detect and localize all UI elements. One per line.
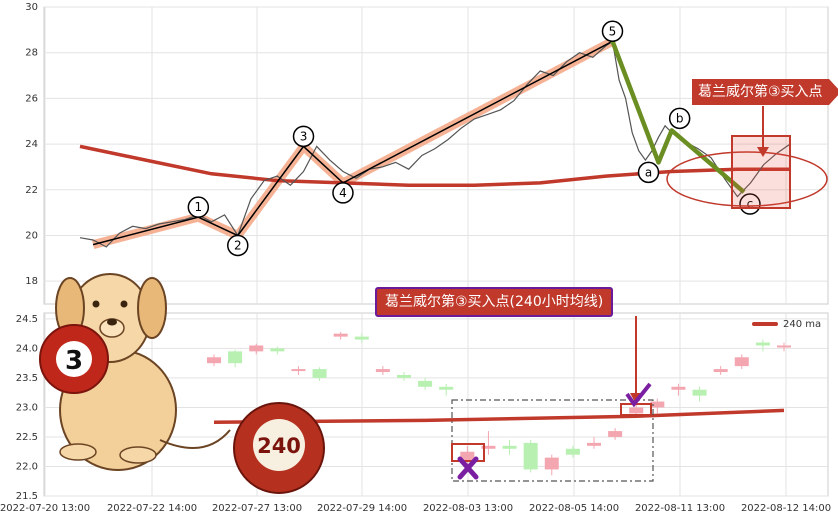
candle-body [608, 431, 623, 437]
wave-label: 5 [609, 24, 617, 38]
x-tick-label: 2022-07-29 14:00 [317, 503, 407, 514]
legend-label: 240 ma [783, 319, 822, 330]
wave-label: 1 [195, 200, 203, 214]
wave-label-circle [292, 125, 315, 148]
buy-point-annotation-top: 葛兰威尔第③买入点 [692, 79, 838, 105]
ball-3-label: 3 [65, 346, 83, 376]
top-y-tick-label: 24 [25, 139, 38, 150]
top-y-tick-label: 26 [25, 93, 38, 104]
legend-swatch [752, 322, 778, 326]
bottom-y-tick-label: 23.5 [16, 373, 38, 384]
x-tick-label: 2022-07-27 13:00 [212, 503, 302, 514]
bottom-panel-marks [207, 331, 791, 476]
x-tick-label: 2022-08-05 14:00 [529, 503, 619, 514]
candle-body [755, 342, 770, 346]
cross-icon [457, 456, 479, 480]
wave-label: 3 [300, 129, 308, 143]
candle-body [481, 445, 496, 449]
candle-body [418, 380, 433, 387]
candle-body [375, 369, 390, 373]
candle-body [587, 442, 601, 446]
sell-marker-rect [451, 443, 485, 462]
top-panel-background [43, 6, 829, 305]
bottom-y-tick-label: 22.5 [16, 432, 38, 443]
top-y-tick-label: 28 [25, 48, 38, 59]
x-axis: 2022-07-20 13:00 2022-07-22 14:00 2022-07-… [0, 503, 831, 514]
candle-body [249, 345, 264, 352]
check-icon [625, 382, 652, 408]
wave-label: b [676, 111, 684, 125]
x-tick-label: 2022-08-11 13:00 [635, 503, 725, 514]
buy-point-annotation-bottom: 葛兰威尔第③买入点(240小时均线) [375, 287, 614, 317]
candle-body [671, 386, 686, 390]
bottom-y-tick-label: 24.5 [16, 314, 38, 325]
candle-body [397, 374, 411, 378]
bottom-y-tick-label: 22.0 [16, 461, 38, 472]
price-line [79, 40, 791, 248]
bottom-y-tick-label: 23.0 [16, 402, 38, 413]
impulse-wave-line [92, 40, 613, 246]
bottom-y-tick-label: 21.5 [16, 491, 38, 502]
candle-body [523, 442, 538, 470]
top-y-axis: 18 20 22 24 26 28 30 [25, 2, 38, 287]
candle-body [544, 457, 559, 470]
candle-body [270, 348, 285, 352]
dog-mascot-illustration [55, 273, 231, 471]
wave-label: a [645, 165, 652, 179]
top-y-tick-label: 22 [25, 185, 38, 196]
x-tick-label: 2022-07-20 13:00 [0, 503, 90, 514]
x-tick-label: 2022-08-12 14:00 [741, 503, 831, 514]
candle-body [354, 336, 369, 340]
ball-240-label: 240 [257, 434, 301, 458]
wave-label: 4 [339, 186, 347, 200]
wave-label: 2 [234, 238, 242, 252]
candle-body [713, 369, 728, 373]
ma-line [79, 144, 790, 187]
candle-body [650, 401, 665, 408]
wave-label-circle [668, 107, 691, 130]
buy-zone-ellipse [666, 151, 828, 207]
wave-label-circle [637, 161, 660, 184]
legend: 240 ma [752, 319, 821, 330]
wave-label: c [747, 197, 754, 211]
wave-label-circle [187, 196, 210, 218]
ball-3: 3 [39, 324, 109, 394]
candle-body [565, 448, 580, 455]
candle-body [207, 357, 221, 364]
top-y-tick-label: 30 [25, 2, 38, 13]
candle-body [502, 445, 517, 449]
correction-wave-line [610, 40, 746, 194]
wave-label-circle [227, 234, 249, 257]
buy-arrowhead-top [757, 147, 769, 157]
x-tick-label: 2022-07-22 14:00 [107, 503, 197, 514]
wave-label-circle [332, 182, 354, 204]
candle-body [692, 389, 707, 396]
top-panel-marks: 1 2 3 4 5 a b c [79, 20, 791, 257]
candle-body [460, 451, 475, 461]
x-tick-label: 2022-08-03 13:00 [423, 503, 513, 514]
candle-body [629, 407, 644, 414]
ma-240-line [213, 408, 785, 424]
top-y-tick-label: 18 [25, 276, 38, 287]
wave-label-circle [601, 20, 624, 43]
ball-240: 240 [233, 402, 325, 494]
top-y-tick-label: 20 [25, 230, 38, 241]
candle-body [228, 351, 243, 364]
candle-body [312, 369, 327, 378]
buy-zone-rect [731, 135, 791, 209]
candle-body [734, 357, 749, 367]
bottom-y-tick-label: 24.0 [16, 343, 38, 354]
candle-body [777, 345, 791, 348]
candle-body [333, 333, 348, 337]
buy-box-lower [451, 399, 654, 482]
candle-body [291, 369, 306, 372]
bottom-y-axis: 21.5 22.0 22.5 23.0 23.5 24.0 24.5 [16, 314, 38, 502]
wave-label-circle [739, 193, 761, 215]
candle-body [439, 386, 454, 390]
